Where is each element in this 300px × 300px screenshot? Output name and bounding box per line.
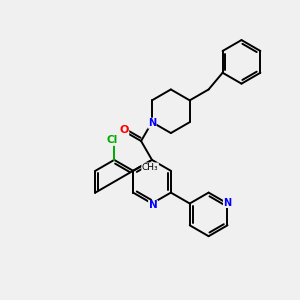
Text: N: N (148, 118, 156, 128)
Text: Cl: Cl (106, 135, 118, 145)
Text: N: N (224, 197, 232, 208)
Text: CH₃: CH₃ (142, 163, 158, 172)
Text: O: O (119, 125, 129, 135)
Text: N: N (148, 200, 157, 211)
